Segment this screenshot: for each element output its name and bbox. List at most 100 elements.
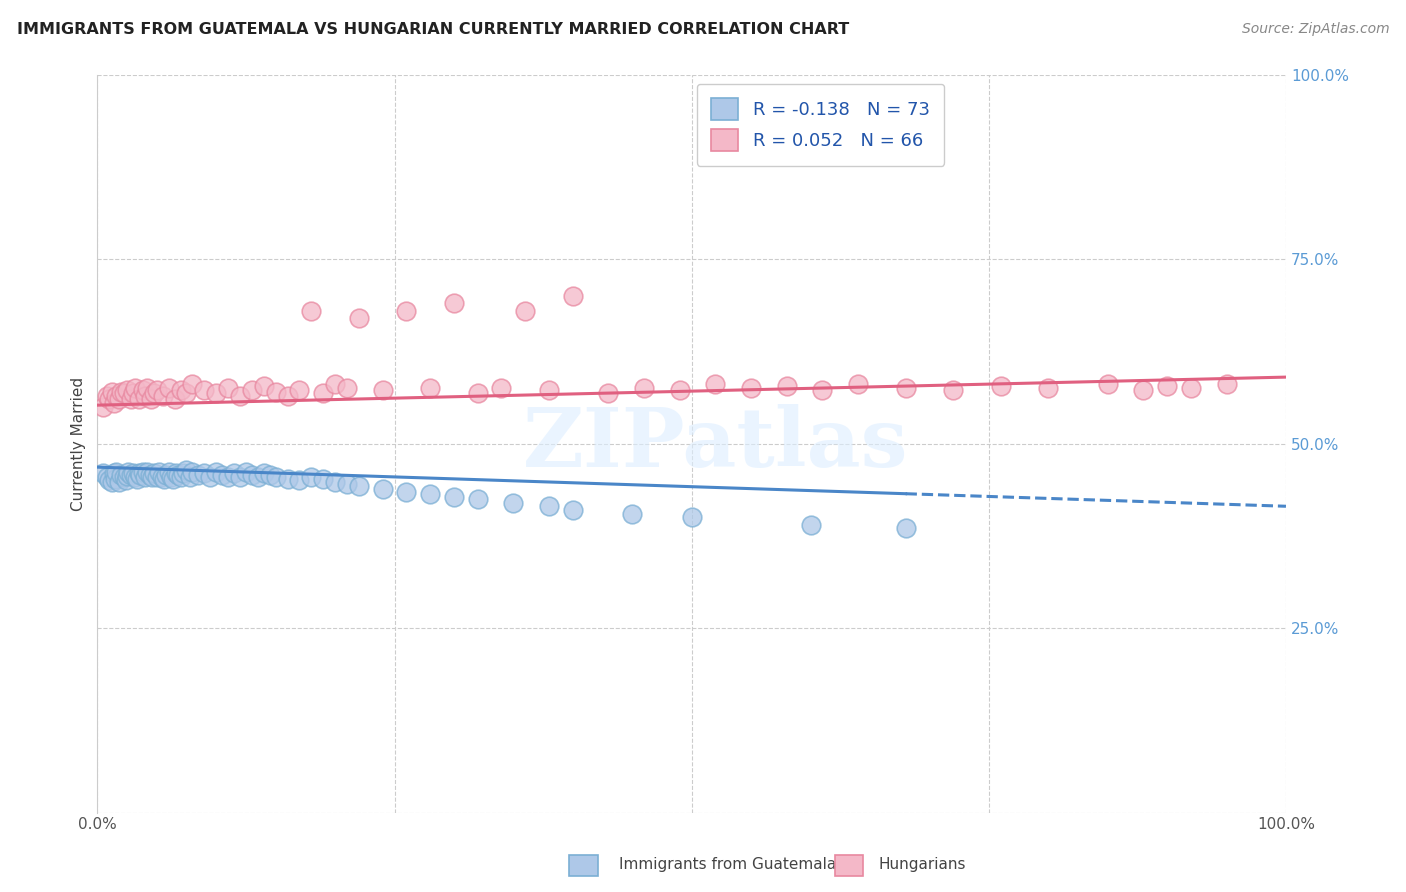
Point [312, 472, 335, 486]
Point [100, 475, 122, 489]
Point [347, 479, 370, 493]
Point [153, 472, 176, 486]
Point [179, 469, 201, 483]
Point [146, 384, 169, 398]
Point [502, 495, 524, 509]
Text: Hungarians: Hungarians [879, 857, 966, 872]
Point [176, 463, 198, 477]
Point [515, 303, 537, 318]
Point [155, 467, 177, 482]
Point [163, 392, 186, 407]
Point [668, 384, 690, 398]
Point [288, 474, 311, 488]
Point [122, 466, 145, 480]
Point [176, 386, 198, 401]
Point [264, 384, 287, 399]
Point [110, 384, 132, 399]
Point [98, 392, 121, 407]
Point [134, 469, 156, 483]
Point [205, 386, 228, 401]
Point [152, 388, 174, 402]
Point [165, 466, 187, 480]
Point [217, 469, 239, 483]
Point [107, 392, 129, 407]
Point [96, 469, 118, 483]
Point [299, 303, 322, 318]
Text: ZIPatlas: ZIPatlas [523, 403, 908, 483]
Point [419, 486, 441, 500]
Point [103, 466, 125, 480]
Point [146, 469, 169, 483]
Point [124, 381, 146, 395]
Point [1215, 377, 1237, 392]
Point [112, 386, 135, 401]
Point [91, 466, 114, 480]
Point [167, 467, 190, 482]
Point [169, 469, 191, 483]
Point [467, 491, 489, 506]
Point [139, 392, 162, 407]
Point [371, 483, 394, 497]
Point [443, 296, 465, 310]
Point [115, 474, 138, 488]
Point [240, 384, 263, 398]
Legend: R = -0.138   N = 73, R = 0.052   N = 66: R = -0.138 N = 73, R = 0.052 N = 66 [697, 84, 943, 166]
Point [128, 392, 150, 407]
Point [253, 466, 276, 480]
Point [193, 466, 215, 480]
Point [942, 384, 965, 398]
Point [846, 377, 869, 392]
Point [312, 386, 335, 401]
Point [143, 466, 166, 480]
Point [467, 386, 489, 401]
Point [246, 469, 269, 483]
Point [681, 510, 703, 524]
Point [200, 469, 222, 483]
Point [1180, 381, 1202, 395]
Point [299, 469, 322, 483]
Point [150, 469, 173, 483]
Point [336, 477, 359, 491]
Point [181, 377, 204, 392]
Point [157, 465, 180, 479]
Point [162, 472, 184, 486]
Point [120, 467, 142, 482]
Point [894, 521, 917, 535]
Point [129, 467, 152, 482]
Point [136, 381, 159, 395]
Point [112, 470, 135, 484]
Point [253, 379, 276, 393]
Point [134, 388, 156, 402]
Point [990, 379, 1012, 393]
Point [491, 381, 513, 395]
Point [240, 467, 263, 482]
Point [336, 381, 359, 395]
Point [443, 490, 465, 504]
Y-axis label: Currently Married: Currently Married [72, 376, 86, 510]
Point [141, 470, 163, 484]
Point [264, 469, 287, 483]
Point [181, 465, 204, 479]
Point [561, 503, 583, 517]
Point [205, 465, 228, 479]
Point [1038, 381, 1060, 395]
Point [598, 386, 620, 401]
Point [98, 474, 121, 488]
Point [103, 396, 125, 410]
Point [1097, 377, 1119, 392]
Point [1156, 379, 1178, 393]
Point [125, 472, 148, 486]
Point [277, 388, 299, 402]
Point [115, 469, 138, 483]
Point [193, 384, 215, 398]
Point [419, 381, 441, 395]
Point [537, 500, 560, 514]
Point [122, 386, 145, 401]
Point [259, 467, 281, 482]
Point [395, 484, 418, 499]
Point [105, 388, 128, 402]
Text: Source: ZipAtlas.com: Source: ZipAtlas.com [1241, 22, 1389, 37]
Point [128, 466, 150, 480]
Text: Immigrants from Guatemala: Immigrants from Guatemala [619, 857, 837, 872]
Point [138, 467, 160, 482]
